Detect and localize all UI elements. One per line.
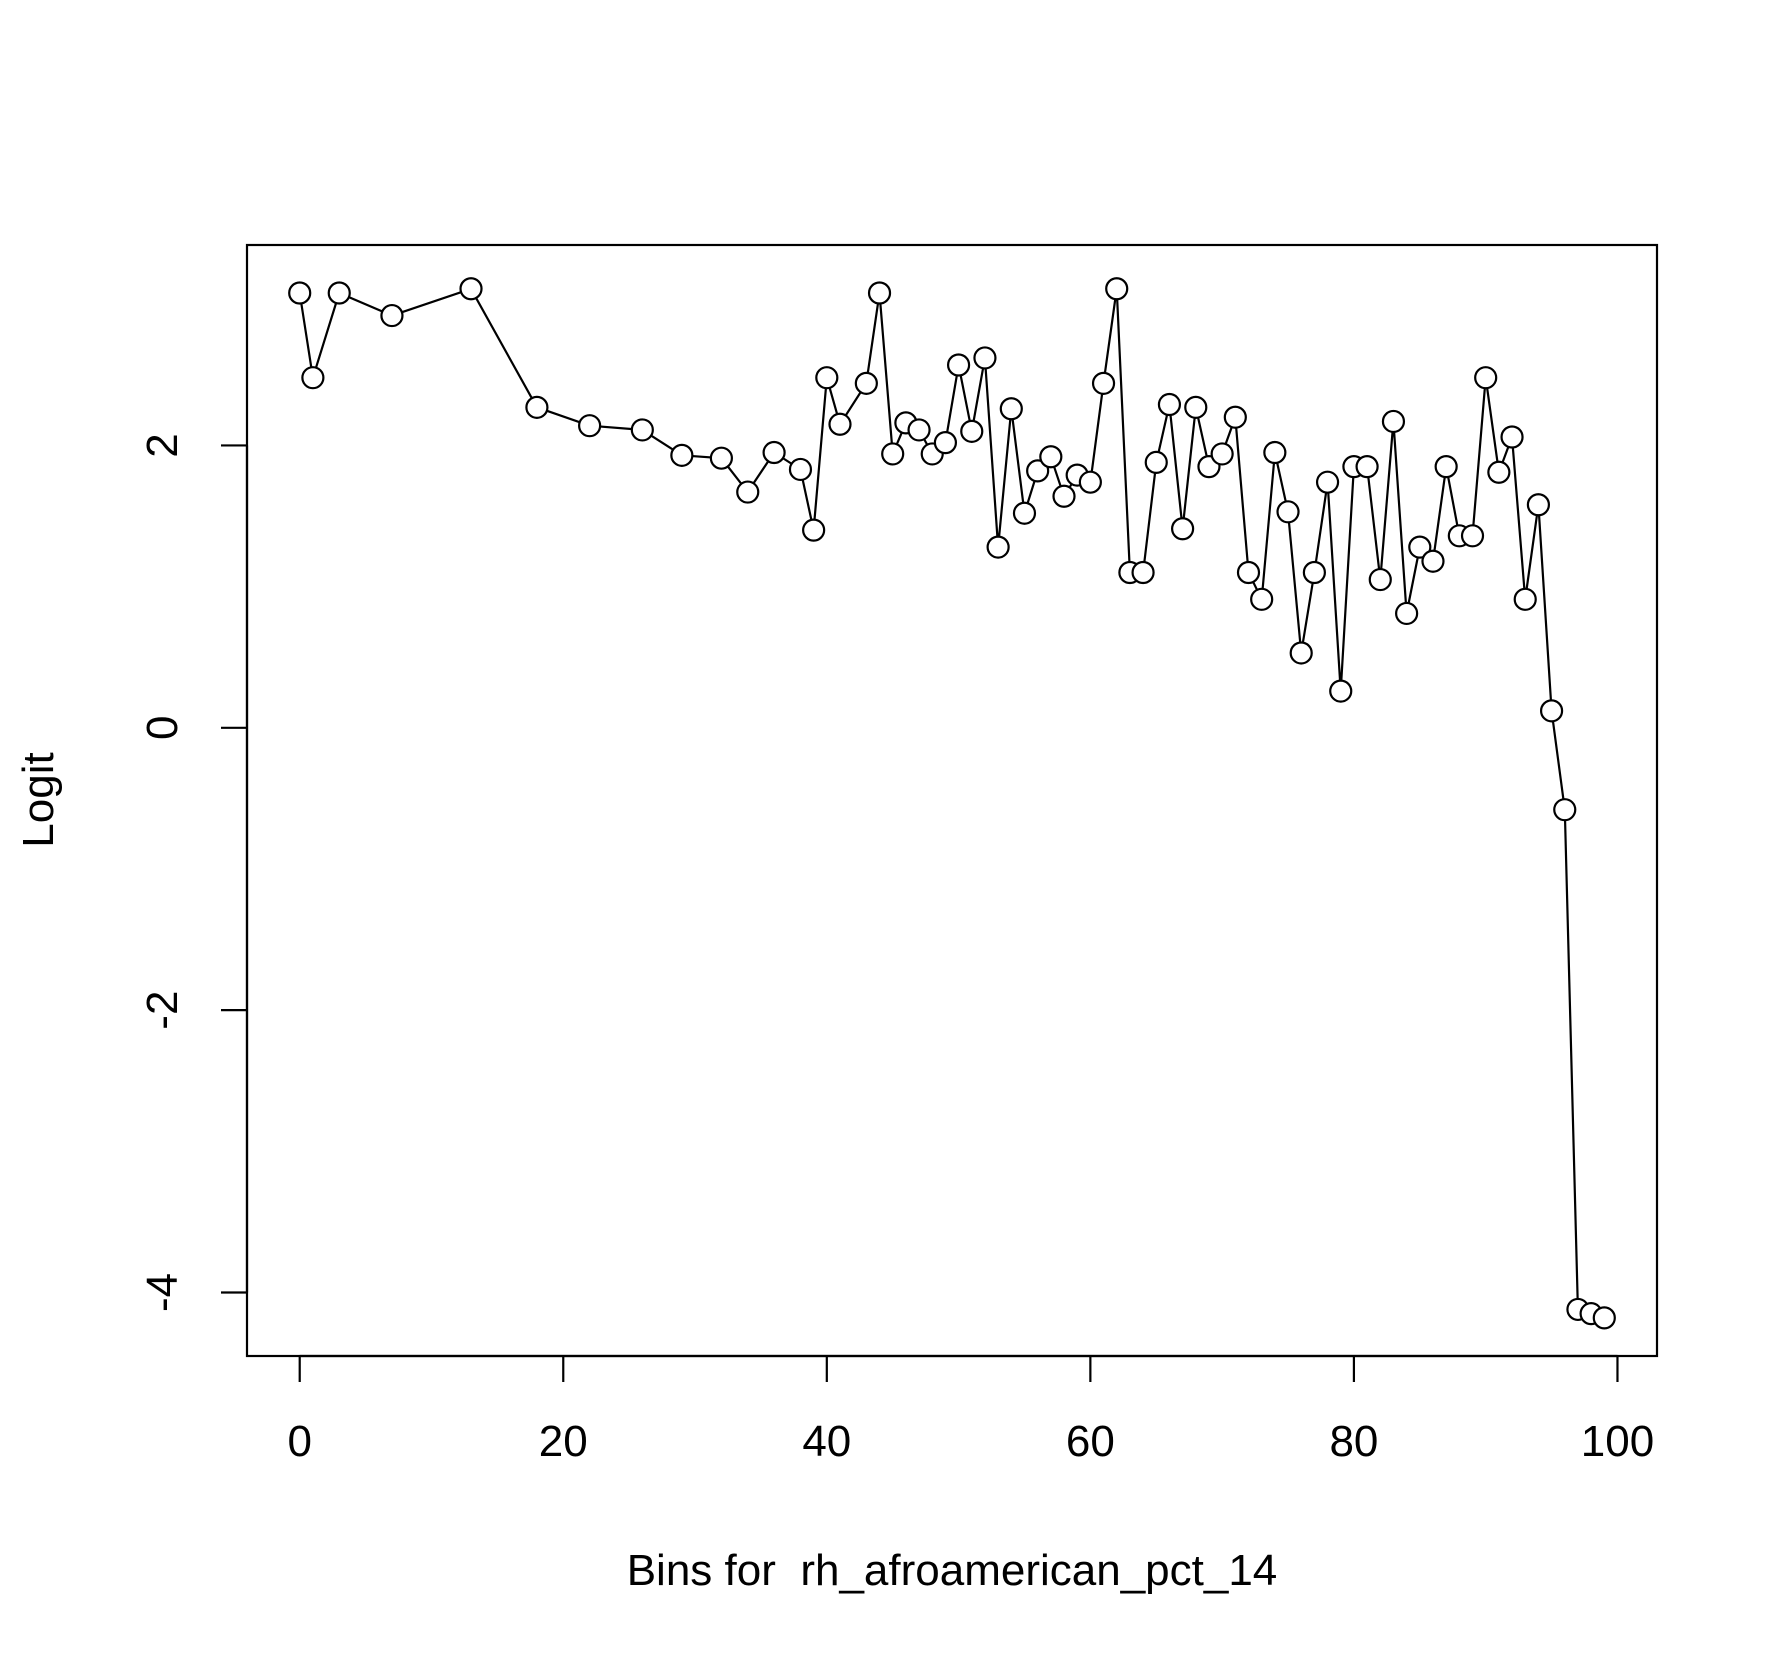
x-tick-label: 40 — [802, 1417, 851, 1466]
data-point — [1408, 535, 1432, 559]
data-point — [1474, 366, 1498, 390]
data-point — [1171, 517, 1195, 541]
data-point — [327, 281, 351, 305]
data-point — [1091, 371, 1116, 395]
data-point — [1052, 484, 1076, 508]
x-axis: 0 20 40 60 80 100 — [287, 1354, 1654, 1466]
data-point — [946, 353, 971, 377]
data-point — [1513, 587, 1537, 611]
data-point — [1355, 455, 1379, 479]
data-point — [1500, 425, 1524, 449]
data-point — [1039, 445, 1063, 469]
data-point — [999, 397, 1023, 421]
data-point — [1553, 798, 1577, 822]
x-tick-label: 60 — [1066, 1417, 1115, 1466]
data-point — [1131, 560, 1155, 585]
data-point — [1460, 524, 1485, 548]
data-point — [525, 395, 549, 419]
data-point — [1395, 601, 1419, 626]
data-point — [867, 281, 892, 305]
y-tick-label: -2 — [138, 991, 187, 1030]
x-tick-label: 20 — [539, 1417, 588, 1466]
y-tick-label: 2 — [138, 433, 187, 457]
data-point — [1144, 450, 1168, 475]
data-point — [1315, 470, 1340, 494]
data-point — [1263, 440, 1287, 465]
data-point — [1210, 442, 1234, 466]
data-point — [1539, 699, 1564, 723]
data-point — [1289, 641, 1313, 665]
data-point — [1381, 409, 1406, 434]
x-axis-label: Bins for rh_afroamerican_pct_14 — [627, 1546, 1278, 1595]
data-point — [709, 446, 733, 470]
data-point — [815, 366, 839, 390]
data-points — [288, 277, 1616, 1330]
data-point — [1026, 459, 1050, 483]
data-point — [1526, 493, 1551, 517]
data-point — [1329, 679, 1353, 703]
data-point — [1368, 567, 1392, 592]
y-axis: -4 -2 0 2 — [138, 433, 249, 1312]
data-point — [578, 414, 602, 438]
data-point — [762, 440, 786, 465]
data-point — [380, 303, 404, 328]
data-point — [828, 412, 852, 436]
data-point — [1157, 392, 1182, 417]
x-tick-label: 100 — [1581, 1417, 1654, 1466]
data-point — [1421, 549, 1445, 573]
plot-frame — [245, 243, 1659, 1358]
data-point — [1250, 587, 1274, 611]
data-point — [1078, 470, 1102, 494]
data-point — [1592, 1306, 1616, 1330]
data-point — [301, 366, 325, 390]
x-tick-label: 0 — [287, 1417, 311, 1466]
data-point — [630, 418, 654, 442]
data-point — [1434, 455, 1458, 479]
data-point — [1302, 560, 1326, 585]
y-axis-label: Logit — [14, 752, 63, 847]
data-point — [881, 442, 905, 466]
y-tick-label: 0 — [138, 716, 187, 740]
data-point — [933, 431, 958, 455]
data-point — [1223, 405, 1247, 429]
data-point — [1012, 501, 1037, 525]
data-point — [1487, 460, 1511, 484]
data-point — [1236, 560, 1261, 585]
x-tick-label: 80 — [1329, 1417, 1378, 1466]
data-point — [1184, 395, 1208, 419]
data-point — [907, 418, 931, 442]
data-point — [960, 419, 984, 443]
data-point — [288, 281, 312, 305]
y-tick-label: -4 — [138, 1273, 187, 1312]
data-point — [459, 277, 483, 301]
data-point — [1276, 500, 1300, 524]
data-point — [1105, 277, 1129, 301]
data-point — [788, 457, 813, 482]
data-point — [854, 371, 878, 395]
data-point — [986, 535, 1010, 559]
data-point — [736, 480, 760, 504]
data-point — [973, 346, 997, 370]
data-point — [802, 518, 826, 542]
data-point — [670, 443, 694, 467]
